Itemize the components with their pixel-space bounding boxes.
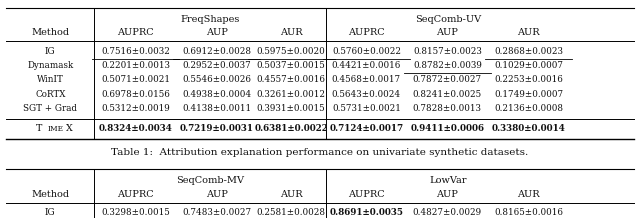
Text: 0.5975±0.0020: 0.5975±0.0020 <box>257 47 326 56</box>
Text: 0.4557±0.0016: 0.4557±0.0016 <box>257 75 326 84</box>
Text: 0.6912±0.0028: 0.6912±0.0028 <box>182 47 251 56</box>
Text: T: T <box>36 124 42 133</box>
Text: 0.7124±0.0017: 0.7124±0.0017 <box>330 124 403 133</box>
Text: 0.2868±0.0023: 0.2868±0.0023 <box>494 47 563 56</box>
Text: 0.7516±0.0032: 0.7516±0.0032 <box>101 47 170 56</box>
Text: 0.5312±0.0019: 0.5312±0.0019 <box>101 104 170 113</box>
Text: AUR: AUR <box>280 190 303 199</box>
Text: 0.4827±0.0029: 0.4827±0.0029 <box>413 208 482 217</box>
Text: 0.8324±0.0034: 0.8324±0.0034 <box>99 124 173 133</box>
Text: Method: Method <box>31 28 69 37</box>
Text: AUP: AUP <box>205 190 227 199</box>
Text: CoRTX: CoRTX <box>35 90 65 99</box>
Text: WinIT: WinIT <box>37 75 64 84</box>
Text: AUPRC: AUPRC <box>117 28 154 37</box>
Text: SGT + Grad: SGT + Grad <box>23 104 77 113</box>
Text: 0.3298±0.0015: 0.3298±0.0015 <box>101 208 170 217</box>
Text: LowVar: LowVar <box>429 177 467 186</box>
Text: SeqComb-MV: SeqComb-MV <box>176 177 244 186</box>
Text: 0.2201±0.0013: 0.2201±0.0013 <box>101 61 170 70</box>
Text: AUR: AUR <box>518 28 540 37</box>
Text: 0.1029±0.0007: 0.1029±0.0007 <box>494 61 563 70</box>
Text: 0.3931±0.0015: 0.3931±0.0015 <box>257 104 326 113</box>
Text: 0.2136±0.0008: 0.2136±0.0008 <box>494 104 563 113</box>
Text: 0.7872±0.0027: 0.7872±0.0027 <box>413 75 482 84</box>
Text: 0.3261±0.0012: 0.3261±0.0012 <box>257 90 326 99</box>
Text: 0.2581±0.0028: 0.2581±0.0028 <box>257 208 326 217</box>
Text: 0.4421±0.0016: 0.4421±0.0016 <box>332 61 401 70</box>
Text: SeqComb-UV: SeqComb-UV <box>415 15 481 24</box>
Text: 0.8691±0.0035: 0.8691±0.0035 <box>330 208 403 217</box>
Text: 0.3380±0.0014: 0.3380±0.0014 <box>492 124 566 133</box>
Text: IG: IG <box>45 208 56 217</box>
Text: 0.4138±0.0011: 0.4138±0.0011 <box>182 104 251 113</box>
Text: IG: IG <box>45 47 56 56</box>
Text: 0.6978±0.0156: 0.6978±0.0156 <box>101 90 170 99</box>
Text: 0.1749±0.0007: 0.1749±0.0007 <box>494 90 563 99</box>
Text: 0.2253±0.0016: 0.2253±0.0016 <box>495 75 563 84</box>
Text: 0.8782±0.0039: 0.8782±0.0039 <box>413 61 482 70</box>
Text: 0.8241±0.0025: 0.8241±0.0025 <box>413 90 482 99</box>
Text: AUP: AUP <box>436 190 458 199</box>
Text: 0.9411±0.0006: 0.9411±0.0006 <box>410 124 484 133</box>
Text: AUPRC: AUPRC <box>117 190 154 199</box>
Text: 0.5760±0.0022: 0.5760±0.0022 <box>332 47 401 56</box>
Text: 0.4938±0.0004: 0.4938±0.0004 <box>182 90 251 99</box>
Text: 0.5071±0.0021: 0.5071±0.0021 <box>101 75 170 84</box>
Text: AUP: AUP <box>205 28 227 37</box>
Text: FreqShapes: FreqShapes <box>180 15 240 24</box>
Text: 0.7219±0.0031: 0.7219±0.0031 <box>179 124 253 133</box>
Text: 0.7483±0.0027: 0.7483±0.0027 <box>182 208 251 217</box>
Text: 0.4568±0.0017: 0.4568±0.0017 <box>332 75 401 84</box>
Text: AUPRC: AUPRC <box>348 28 385 37</box>
Text: 0.5037±0.0015: 0.5037±0.0015 <box>257 61 326 70</box>
Text: 0.5546±0.0026: 0.5546±0.0026 <box>182 75 251 84</box>
Text: Table 1:  Attribution explanation performance on univariate synthetic datasets.: Table 1: Attribution explanation perform… <box>111 148 529 157</box>
Text: 0.5731±0.0021: 0.5731±0.0021 <box>332 104 401 113</box>
Text: 0.7828±0.0013: 0.7828±0.0013 <box>413 104 482 113</box>
Text: 0.8157±0.0023: 0.8157±0.0023 <box>413 47 482 56</box>
Text: AUPRC: AUPRC <box>348 190 385 199</box>
Text: 0.5643±0.0024: 0.5643±0.0024 <box>332 90 401 99</box>
Text: Dynamask: Dynamask <box>27 61 74 70</box>
Text: IME: IME <box>47 125 63 133</box>
Text: AUR: AUR <box>518 190 540 199</box>
Text: 0.8165±0.0016: 0.8165±0.0016 <box>494 208 563 217</box>
Text: AUR: AUR <box>280 28 303 37</box>
Text: 0.2952±0.0037: 0.2952±0.0037 <box>182 61 251 70</box>
Text: AUP: AUP <box>436 28 458 37</box>
Text: 0.6381±0.0022: 0.6381±0.0022 <box>254 124 328 133</box>
Text: X: X <box>66 124 72 133</box>
Text: Method: Method <box>31 190 69 199</box>
